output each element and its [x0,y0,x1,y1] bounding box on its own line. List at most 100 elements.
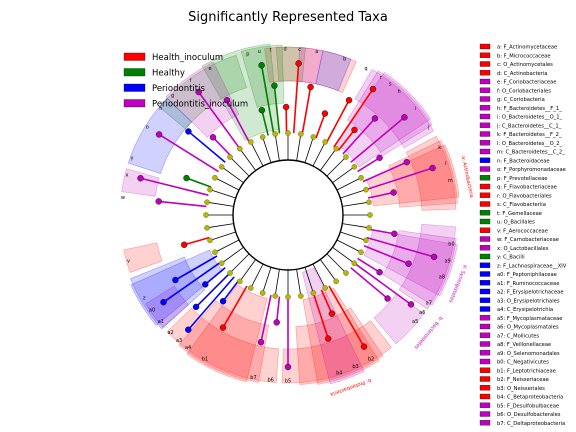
key-swatch-u [479,218,491,225]
legend-swatch-0 [123,52,146,61]
clade-node-n [185,128,192,135]
node-neutral-2 [207,186,213,193]
clade-branch-u [260,65,275,135]
key-label-a0: a0: F_Peptoniphilaceae [497,272,557,278]
key-label-b5: b5: F_Desulfobulbaceae [497,403,559,409]
clade-node-g [209,134,217,141]
key-swatch-d [479,70,491,76]
clade-label-j: j [427,125,429,131]
clade-sector-14 [388,140,458,208]
node-neutral-4 [218,164,225,170]
clade-node-f [195,88,202,96]
clade-label-h: h [397,89,400,95]
node-neutral-23 [358,249,364,255]
key-label-b4: b4: C_Betaproteobacteria [497,395,563,401]
branch-21 [342,223,370,229]
branch-33 [250,263,264,289]
clade-label-f: f [190,78,192,84]
clade-label-b2: b2 [368,356,374,362]
clade-sector-21 [295,307,384,385]
clade-branch-a3 [187,276,235,331]
clade-label-a7: a7 [426,300,432,306]
key-label-b3: b3: O_Neisseriales [497,386,545,392]
key-label-t: t: F_Gemellaceae [497,211,542,217]
key-swatch-x [479,245,491,251]
key-label-b2: b2: F_Neisseriaceae [497,377,549,383]
key-swatch-t [479,210,491,216]
branch-32 [262,267,272,294]
clade-sector-15 [366,144,460,207]
branch-8 [262,136,272,163]
branch-23 [336,239,362,253]
key-swatch-b2 [479,376,491,382]
clade-label-p: p [246,51,249,57]
key-swatch-a9 [479,350,491,356]
legend-label-3: Periodontitis_inoculum [152,100,248,110]
clade-label-e: e [209,66,212,72]
key-label-a7: a7: C_Mollicutes [497,333,539,339]
clade-sector-25 [178,300,269,383]
clade-sector-27 [145,285,189,328]
clade-node-z [172,276,179,284]
legend-label-2: Periodontitis [152,84,205,94]
key-label-g: g: C_Coriobacteria [497,97,545,103]
key-label-v: v: F_Aerococcaceae [497,228,548,234]
clade-node-m [390,189,397,196]
branch-4 [221,166,244,183]
key-swatch-a1 [479,280,491,286]
clade-sector-2 [240,44,285,108]
clade-label-d: d [284,47,287,53]
key-swatch-k [479,131,491,137]
key-label-r: r: O_Flavobacteriales [497,193,552,199]
clade-sector-12 [335,71,432,168]
node-neutral-25 [343,270,349,276]
branch-27 [312,263,326,289]
clade-branch-q [325,99,350,143]
branch-29 [296,269,302,297]
root-ring [232,159,344,271]
node-neutral-0 [203,212,209,218]
node-neutral-31 [272,293,278,299]
taxon-key-legend: a: F_Actinomycetaceae b: F_Micrococcaceae… [479,43,567,427]
clade-sector-9 [121,168,160,197]
clade-label-s: s [389,82,392,88]
node-neutral-1 [204,199,210,205]
clade-sector-20 [281,320,392,384]
key-label-a8: a8: F_Veillonellaceae [497,342,551,348]
branch-15 [326,156,347,177]
branch-5 [229,156,250,177]
node-neutral-36 [218,260,225,266]
node-neutral-18 [363,186,369,193]
key-label-b6: b6: O_Desulfobacterales [497,412,561,418]
key-label-s: s: C_Flavobacteriia [497,202,546,208]
key-label-m: m: C_Bacteroidetes__C_2_ [497,150,565,156]
key-swatch-b7 [479,420,491,426]
clade-branch-p [261,110,269,136]
key-label-a9: a9: O_Selenomonadales [497,351,560,357]
clade-label-a6: a6 [419,310,425,316]
branch-37 [214,239,240,253]
clade-node-a6 [407,301,415,308]
clade-sector-30 [123,242,163,273]
legend-swatch-2 [123,83,146,92]
clade-node-y [183,174,190,182]
node-neutral-12 [310,134,317,140]
branch-34 [239,259,256,282]
key-label-j: j: C_Bacteroidetes__C_1_ [496,123,562,129]
clade-node-b3 [328,310,336,317]
node-neutral-24 [351,260,358,266]
node-neutral-11 [298,131,304,137]
node-neutral-27 [322,285,328,291]
legend-swatch-3 [123,99,146,108]
key-swatch-o [479,166,491,172]
clade-branch-l [365,167,433,191]
clade-label-b: b [343,57,346,63]
clade-branch-b4 [312,292,329,339]
clade-branch-j [357,157,381,173]
branch-16 [332,166,355,183]
node-neutral-3 [212,175,218,181]
clade-sector-17 [382,230,457,306]
branch-3 [214,177,240,191]
node-neutral-9 [272,131,278,137]
